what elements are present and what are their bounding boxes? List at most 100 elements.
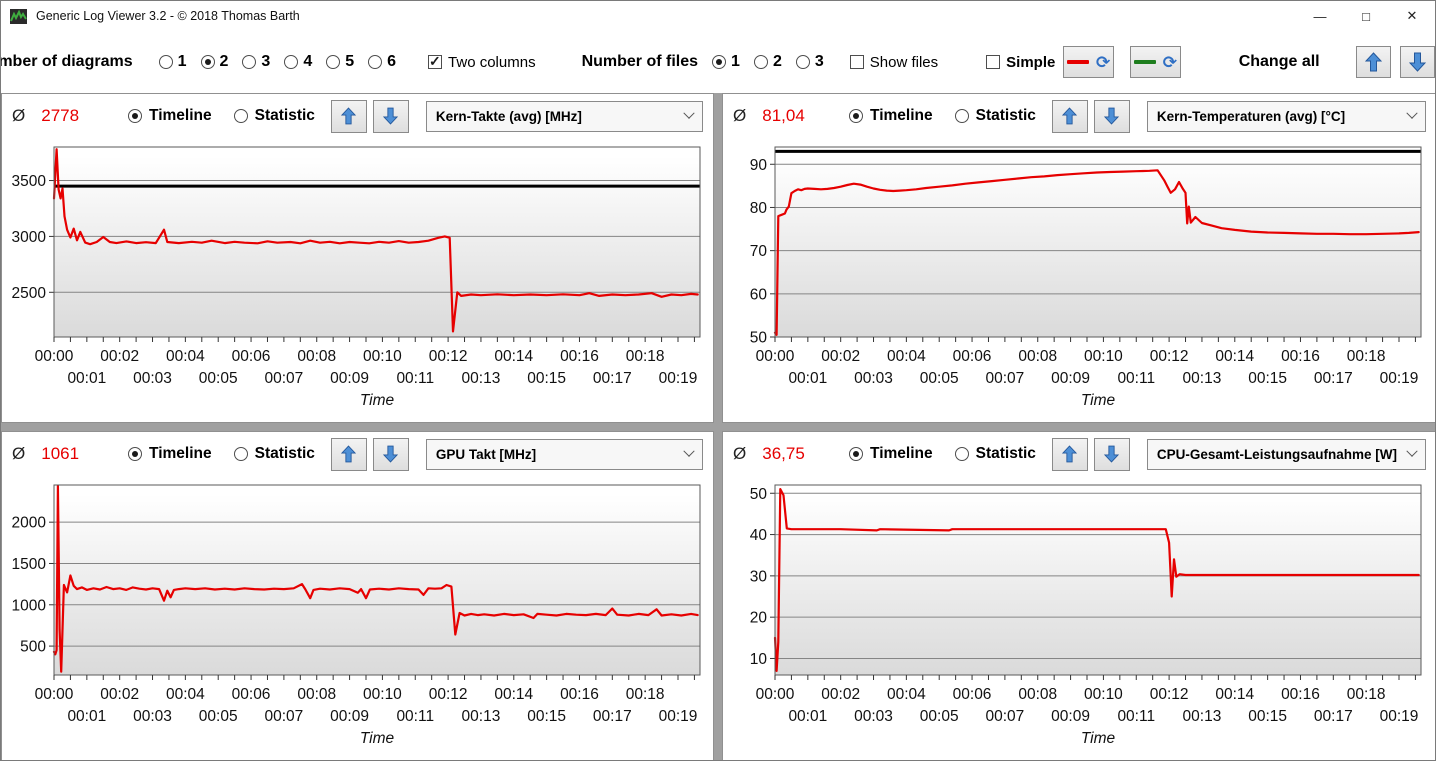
svg-text:00:18: 00:18 — [1347, 686, 1386, 703]
diagram-count-option-4[interactable]: 4 — [284, 53, 312, 71]
diagram-count-option-5[interactable]: 5 — [326, 53, 354, 71]
simple-option[interactable]: Simple — [986, 54, 1055, 71]
svg-text:00:01: 00:01 — [788, 370, 827, 387]
diagram-count-radio-4[interactable] — [284, 55, 299, 69]
svg-text:00:18: 00:18 — [626, 686, 665, 703]
svg-text:2000: 2000 — [12, 515, 47, 532]
svg-text:00:04: 00:04 — [166, 348, 205, 365]
timeline-option[interactable]: Timeline — [128, 445, 212, 463]
svg-text:60: 60 — [750, 286, 768, 303]
svg-text:00:13: 00:13 — [462, 708, 501, 725]
up-arrow-icon — [341, 107, 357, 125]
two-columns-option[interactable]: Two columns — [428, 53, 536, 71]
file1-color-refresh-button[interactable]: ⟳ — [1063, 46, 1115, 78]
statistic-option[interactable]: Statistic — [954, 445, 1036, 463]
down-arrow-icon — [383, 445, 399, 463]
metric-down-button[interactable] — [1093, 99, 1130, 133]
metric-dropdown[interactable]: Kern-Takte (avg) [MHz] — [425, 100, 703, 132]
refresh-icon: ⟳ — [1162, 52, 1177, 72]
timeline-radio[interactable] — [128, 109, 142, 123]
window-title: Generic Log Viewer 3.2 - © 2018 Thomas B… — [36, 9, 300, 23]
metric-up-button[interactable] — [1051, 99, 1088, 133]
change-all-up-button[interactable] — [1355, 46, 1391, 78]
timeline-option[interactable]: Timeline — [128, 107, 212, 125]
statistic-option[interactable]: Statistic — [233, 445, 315, 463]
svg-text:00:19: 00:19 — [659, 708, 698, 725]
timeline-radio[interactable] — [128, 447, 142, 461]
timeline-radio[interactable] — [849, 109, 863, 123]
svg-text:00:04: 00:04 — [166, 686, 205, 703]
timeline-option[interactable]: Timeline — [849, 107, 933, 125]
svg-text:00:07: 00:07 — [264, 708, 303, 725]
file2-color-refresh-button[interactable]: ⟳ — [1130, 46, 1181, 78]
svg-text:00:13: 00:13 — [1183, 370, 1222, 387]
file-count-radio-3[interactable] — [795, 55, 810, 69]
metric-up-button[interactable] — [330, 99, 367, 133]
file2-color-swatch — [1133, 60, 1156, 64]
minimize-button[interactable]: — — [1313, 8, 1327, 24]
svg-text:00:00: 00:00 — [756, 348, 795, 365]
metric-up-button[interactable] — [330, 437, 367, 471]
svg-text:00:04: 00:04 — [887, 348, 926, 365]
file-count-radio-2[interactable] — [753, 55, 768, 69]
metric-down-button[interactable] — [372, 99, 409, 133]
svg-text:00:17: 00:17 — [593, 708, 632, 725]
maximize-button[interactable]: □ — [1362, 8, 1370, 24]
metric-down-button[interactable] — [1093, 437, 1130, 471]
svg-text:00:02: 00:02 — [821, 686, 860, 703]
simple-checkbox[interactable] — [986, 55, 1001, 69]
diagram-count-radio-6[interactable] — [368, 55, 383, 69]
two-columns-checkbox[interactable] — [428, 53, 443, 70]
metric-down-button[interactable] — [372, 437, 409, 471]
diagram-count-radio-1[interactable] — [158, 55, 173, 69]
timeline-radio[interactable] — [849, 447, 863, 461]
svg-text:00:08: 00:08 — [1018, 348, 1057, 365]
svg-text:00:01: 00:01 — [67, 370, 106, 387]
svg-text:10: 10 — [750, 651, 768, 668]
file-count-radio-1[interactable] — [712, 55, 727, 69]
statistic-radio[interactable] — [954, 109, 969, 123]
file-count-option-2[interactable]: 2 — [753, 53, 782, 71]
file-count-option-1[interactable]: 1 — [712, 53, 740, 71]
number-of-files-label: Number of files — [581, 53, 699, 70]
diagram-count-radio-3[interactable] — [242, 55, 257, 69]
chart-panel-1: Ø 2778 Timeline Statistic Kern-Takte (avg… — [1, 93, 714, 423]
chart-panel-2: Ø 81,04 Timeline Statistic Kern-Temperatu… — [722, 93, 1435, 423]
diagram-count-option-3[interactable]: 3 — [242, 53, 270, 71]
svg-text:00:00: 00:00 — [35, 348, 74, 365]
statistic-radio[interactable] — [233, 447, 248, 461]
svg-text:2500: 2500 — [12, 285, 47, 302]
chevron-down-icon — [683, 107, 695, 119]
metric-dropdown[interactable]: Kern-Temperaturen (avg) [°C] — [1146, 100, 1426, 132]
svg-text:00:19: 00:19 — [659, 370, 698, 387]
file-count-option-3[interactable]: 3 — [795, 53, 824, 71]
change-all-down-button[interactable] — [1399, 46, 1435, 78]
close-button[interactable]: ✕ — [1406, 8, 1418, 23]
panel-header: Ø 1061 Timeline Statistic GPU Takt [MHz] — [8, 433, 707, 475]
statistic-option[interactable]: Statistic — [954, 107, 1036, 125]
app-icon — [10, 8, 27, 24]
svg-text:00:08: 00:08 — [297, 686, 336, 703]
diagram-count-option-6[interactable]: 6 — [368, 53, 396, 71]
svg-text:1000: 1000 — [12, 597, 47, 614]
timeline-option[interactable]: Timeline — [849, 445, 933, 463]
diagram-count-option-1[interactable]: 1 — [158, 53, 187, 71]
svg-text:00:11: 00:11 — [396, 370, 434, 387]
svg-text:00:17: 00:17 — [593, 370, 632, 387]
show-files-option[interactable]: Show files — [849, 54, 938, 71]
metric-dropdown[interactable]: CPU-Gesamt-Leistungsaufnahme [W] — [1146, 438, 1426, 470]
diagram-count-radio-5[interactable] — [326, 55, 341, 69]
statistic-radio[interactable] — [233, 109, 248, 123]
statistic-option[interactable]: Statistic — [233, 107, 315, 125]
show-files-checkbox[interactable] — [849, 55, 864, 69]
down-arrow-icon — [1408, 52, 1426, 72]
svg-text:00:03: 00:03 — [133, 708, 172, 725]
metric-up-button[interactable] — [1051, 437, 1088, 471]
svg-text:00:12: 00:12 — [429, 686, 468, 703]
diagram-count-radio-2[interactable] — [200, 55, 215, 69]
chart-panel-4: Ø 36,75 Timeline Statistic CPU-Gesamt-Lei… — [722, 431, 1435, 760]
metric-dropdown[interactable]: GPU Takt [MHz] — [425, 438, 703, 470]
statistic-radio[interactable] — [954, 447, 969, 461]
svg-text:Time: Time — [1081, 730, 1116, 747]
diagram-count-option-2[interactable]: 2 — [200, 53, 228, 71]
